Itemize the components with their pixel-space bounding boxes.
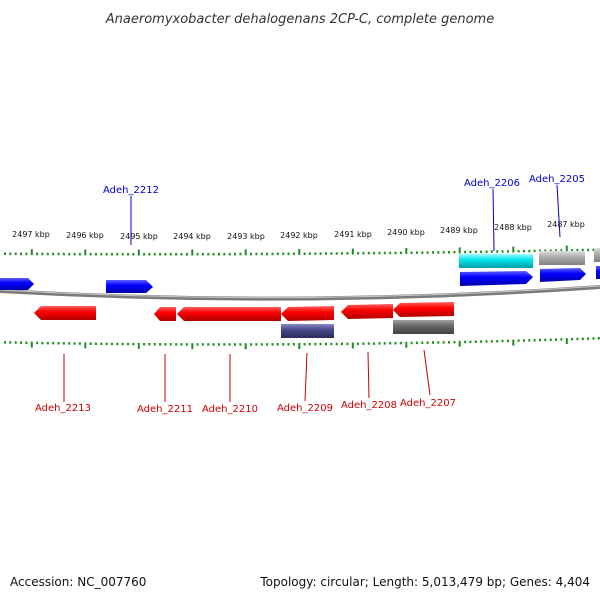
genome-backbone-highlight [0, 285, 600, 299]
genome-summary-text: Topology: circular; Length: 5,013,479 bp… [260, 575, 590, 589]
gene-label-adeh-2209[interactable]: Adeh_2209 [277, 403, 333, 414]
gene-label-adeh-2206[interactable]: Adeh_2206 [464, 178, 520, 189]
ruler-label: 2488 kbp [494, 223, 532, 232]
ruler-label: 2495 kbp [120, 232, 158, 241]
ruler-label: 2493 kbp [227, 232, 265, 241]
gene-arrow-adeh-2207[interactable] [393, 302, 454, 317]
ruler-label: 2490 kbp [387, 228, 425, 237]
gene-label-adeh-2207[interactable]: Adeh_2207 [400, 398, 456, 409]
ruler-label: 2491 kbp [334, 230, 372, 239]
ruler-labels: 2497 kbp 2496 kbp 2495 kbp 2494 kbp 2493… [12, 220, 585, 241]
gene-label-adeh-2212[interactable]: Adeh_2212 [103, 185, 159, 196]
feature-adeh-2207-gray[interactable] [393, 320, 454, 334]
gene-arrow-adeh-2208[interactable] [341, 304, 393, 319]
gene-label-adeh-2205[interactable]: Adeh_2205 [529, 174, 585, 185]
gene-arrow-adeh-2211[interactable] [154, 307, 176, 321]
genome-backbone [0, 285, 600, 301]
ruler-label: 2494 kbp [173, 232, 211, 241]
gene-label-adeh-2210[interactable]: Adeh_2210 [202, 404, 258, 415]
leader-line [304, 352, 308, 402]
gene-label-adeh-2213[interactable]: Adeh_2213 [35, 403, 91, 414]
accession-text: Accession: NC_007760 [10, 575, 147, 589]
ruler-label: 2492 kbp [280, 231, 318, 240]
rna-feature-adeh-2206[interactable] [459, 254, 533, 268]
gene-label-adeh-2211[interactable]: Adeh_2211 [137, 404, 193, 415]
gene-arrow-adeh-2206[interactable] [460, 271, 533, 286]
ruler-label: 2497 kbp [12, 230, 50, 239]
leader-line [492, 188, 495, 252]
gene-arrow-adeh-2212[interactable] [106, 280, 153, 293]
gene-arrow-left-edge[interactable] [0, 278, 34, 290]
gene-arrow-adeh-2209[interactable] [281, 306, 334, 321]
inner-ticks [4, 337, 600, 350]
gene-arrow-adeh-2213[interactable] [34, 306, 96, 320]
gene-label-adeh-2208[interactable]: Adeh_2208 [341, 400, 397, 411]
forward-gene-labels: Adeh_2212 Adeh_2206 Adeh_2205 [103, 174, 585, 252]
forward-features [0, 248, 600, 293]
reverse-features [34, 302, 454, 338]
feature-adeh-2209-dark[interactable] [281, 324, 334, 338]
leader-line [556, 184, 561, 238]
ruler-label: 2496 kbp [66, 231, 104, 240]
map-title: Anaeromyxobacter dehalogenans 2CP-C, com… [105, 12, 494, 27]
gene-arrow-edge[interactable] [596, 266, 600, 279]
pseudo-feature-adeh-2205[interactable] [539, 251, 585, 265]
gene-arrow-adeh-2205[interactable] [540, 268, 586, 282]
gene-arrow-adeh-2210[interactable] [177, 307, 281, 321]
leader-line [423, 349, 431, 396]
ruler-label: 2487 kbp [547, 220, 585, 229]
leader-line [367, 351, 370, 399]
reverse-gene-labels: Adeh_2213 Adeh_2211 Adeh_2210 Adeh_2209 … [35, 349, 456, 415]
pseudo-feature-edge[interactable] [594, 248, 600, 262]
ruler-label: 2489 kbp [440, 226, 478, 235]
